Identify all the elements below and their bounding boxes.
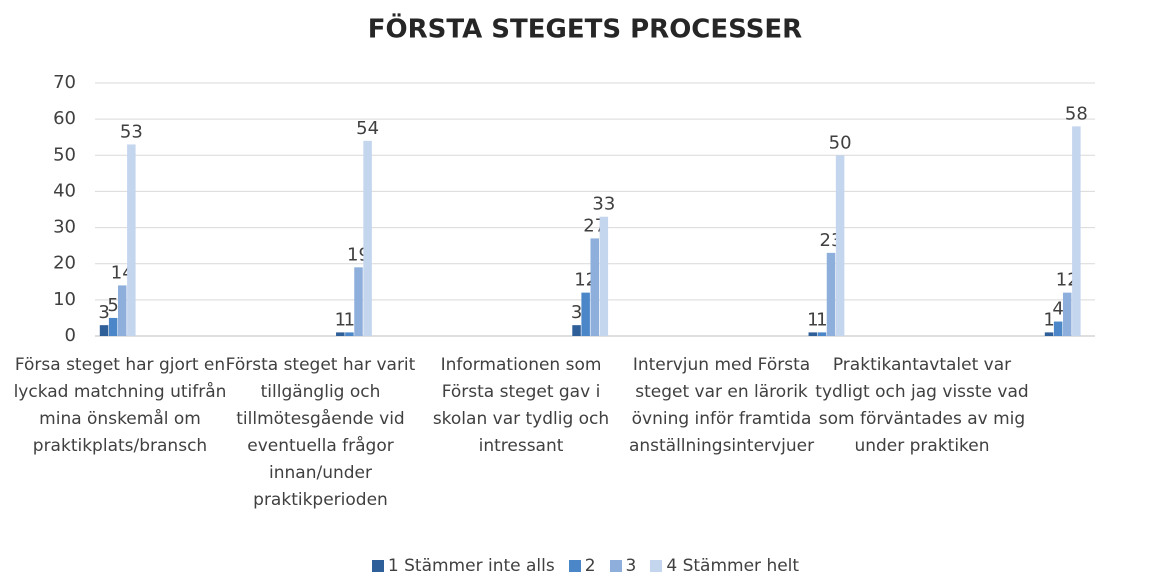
data-label: 58 [1065, 103, 1088, 124]
bar [1072, 126, 1081, 336]
data-label: 1 [807, 309, 818, 330]
y-tick-label: 40 [53, 180, 76, 201]
data-label: 1 [1043, 309, 1054, 330]
bar [590, 238, 599, 336]
bar [572, 325, 581, 336]
bar [581, 292, 590, 336]
legend-label: 4 Stämmer helt [666, 556, 800, 576]
data-label: 50 [829, 132, 852, 153]
bar [817, 332, 827, 336]
bar [118, 285, 127, 336]
data-label: 1 [335, 309, 346, 330]
x-tick-label: Informationen som Första steget gav i sk… [432, 355, 610, 456]
bar [336, 332, 345, 336]
x-tick-label: Första steget har varit tillgänglig och … [225, 355, 416, 510]
legend-item: 4 Stämmer helt [650, 556, 799, 576]
legend-item: 2 [568, 556, 596, 576]
x-tick-label: Försa steget har gjort en lyckad matchni… [13, 355, 227, 456]
chart-title: FÖRSTA STEGETS PROCESSER [368, 12, 802, 45]
data-label: 3 [571, 302, 582, 323]
x-tick-label: Praktikantavtalet var tydligt och jag vi… [815, 355, 1029, 456]
bar [599, 216, 609, 336]
bar [108, 317, 118, 336]
bar [835, 155, 845, 336]
data-label: 3 [98, 302, 109, 323]
bar [1063, 292, 1072, 336]
legend-label: 2 [584, 556, 596, 576]
bar [808, 332, 818, 336]
x-tick-label: Intervjun med Första steget var en läror… [628, 355, 815, 456]
bar [1044, 332, 1054, 336]
bar [345, 332, 354, 336]
legend-swatch [650, 560, 663, 572]
y-tick-label: 30 [53, 217, 76, 238]
bar [1053, 321, 1063, 336]
legend-swatch [568, 560, 581, 572]
y-tick-label: 10 [53, 289, 76, 310]
legend: 1 Stämmer inte alls 2 3 4 Stämmer helt [0, 556, 1171, 576]
y-tick-label: 20 [53, 253, 76, 274]
legend-label: 3 [625, 556, 637, 576]
data-label: 1 [344, 309, 355, 330]
y-tick-label: 70 [53, 72, 76, 93]
legend-item: 1 Stämmer inte alls [371, 556, 555, 576]
y-tick-label: 0 [65, 325, 76, 346]
legend-label: 1 Stämmer inte alls [387, 556, 555, 576]
legend-item: 3 [609, 556, 637, 576]
legend-swatch [371, 560, 384, 572]
bar [363, 140, 372, 336]
data-label: 33 [592, 194, 615, 215]
data-label: 5 [107, 295, 118, 316]
data-label: 4 [1052, 299, 1063, 320]
bar [354, 267, 363, 336]
data-label: 53 [120, 121, 143, 142]
legend-swatch [609, 560, 622, 572]
bar [127, 144, 136, 336]
bar [826, 252, 836, 336]
bar [99, 325, 109, 336]
data-label: 1 [816, 309, 827, 330]
data-label: 54 [356, 118, 379, 139]
y-tick-label: 60 [53, 108, 76, 129]
y-tick-label: 50 [53, 144, 76, 165]
